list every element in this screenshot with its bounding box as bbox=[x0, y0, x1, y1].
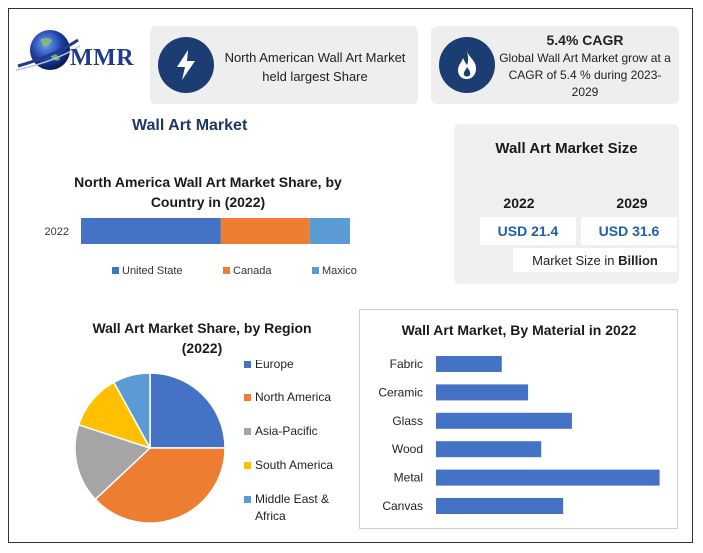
bar-canvas bbox=[436, 498, 564, 514]
value-2029: USD 31.6 bbox=[581, 217, 677, 245]
pie-slice-north-america bbox=[94, 447, 226, 524]
flame-icon bbox=[439, 37, 495, 93]
unit-bold: Billion bbox=[618, 252, 658, 268]
bar-wood bbox=[436, 441, 542, 458]
legend-label-cont: Africa bbox=[255, 509, 286, 523]
cagr-text: Global Wall Art Market grow at a CAGR of… bbox=[499, 51, 671, 99]
category-label: Glass bbox=[392, 414, 423, 428]
pie-slice-middle-east-africa bbox=[112, 372, 151, 449]
legend-label: Asia-Pacific bbox=[255, 424, 318, 438]
cagr-card: 5.4% CAGR Global Wall Art Market grow at… bbox=[431, 26, 679, 104]
share-card: North American Wall Art Market held larg… bbox=[150, 26, 418, 104]
cagr-title: 5.4% CAGR bbox=[546, 32, 624, 48]
legend-swatch bbox=[223, 267, 230, 274]
lightning-icon bbox=[158, 37, 214, 93]
market-size-unit: Market Size in Billion bbox=[513, 248, 677, 272]
year-2029-label: 2029 bbox=[616, 195, 648, 211]
legend-swatch bbox=[244, 428, 251, 435]
bar-segment-canada bbox=[220, 218, 310, 244]
material-chart-title: Wall Art Market, By Material in 2022 bbox=[401, 322, 637, 338]
material-bar-chart: Fabric Ceramic Glass Wood Metal Canvas bbox=[378, 356, 660, 514]
pie-slice-asia-pacific bbox=[74, 423, 152, 501]
legend-swatch bbox=[244, 496, 251, 503]
bar-segment-united-state bbox=[81, 218, 221, 244]
bar-fabric bbox=[436, 356, 502, 372]
legend-swatch bbox=[312, 267, 319, 274]
year-2022-label: 2022 bbox=[503, 195, 535, 211]
share-card-text: North American Wall Art Market held larg… bbox=[224, 50, 406, 84]
region-pie-title: Wall Art Market Share, by Region (2022) bbox=[92, 320, 312, 356]
legend-label: United State bbox=[122, 265, 183, 277]
legend-swatch bbox=[244, 462, 251, 469]
legend-label: Middle East & bbox=[255, 492, 329, 506]
market-size-title: Wall Art Market Size bbox=[495, 140, 638, 157]
category-label: Ceramic bbox=[378, 385, 423, 399]
legend-label: South America bbox=[255, 458, 333, 472]
bar-glass bbox=[436, 412, 572, 429]
page-title: Wall Art Market bbox=[132, 117, 248, 134]
legend-label: North America bbox=[255, 390, 331, 404]
pie-slice-europe bbox=[149, 372, 226, 449]
bar-ceramic bbox=[436, 384, 529, 401]
bar-metal bbox=[436, 469, 660, 486]
category-label: 2022 bbox=[45, 226, 69, 238]
legend-label: Europe bbox=[255, 360, 294, 371]
legend-swatch bbox=[112, 267, 119, 274]
unit-prefix: Market Size in bbox=[532, 252, 619, 268]
logo-text: MMR bbox=[70, 45, 135, 71]
value-2022: USD 21.4 bbox=[480, 217, 576, 245]
legend-swatch bbox=[244, 361, 251, 368]
infographic-frame bbox=[8, 8, 693, 543]
mmr-logo bbox=[15, 30, 81, 71]
category-label: Wood bbox=[392, 442, 423, 456]
market-size-panel: Wall Art Market Size 2022 2029 USD 21.4 … bbox=[454, 124, 679, 284]
legend-label: Maxico bbox=[322, 265, 357, 277]
category-label: Fabric bbox=[390, 357, 423, 371]
legend-swatch bbox=[244, 394, 251, 401]
country-share-chart-title: North America Wall Art Market Share, by … bbox=[74, 174, 342, 210]
category-label: Canvas bbox=[382, 499, 423, 513]
legend-label: Canada bbox=[233, 265, 272, 277]
category-label: Metal bbox=[394, 471, 423, 485]
region-pie-chart: Europe North America Asia-Pacific South Ame… bbox=[74, 360, 333, 524]
bar-segment-maxico bbox=[309, 218, 350, 244]
country-share-chart: 2022 United State Canada Maxico bbox=[45, 218, 357, 277]
